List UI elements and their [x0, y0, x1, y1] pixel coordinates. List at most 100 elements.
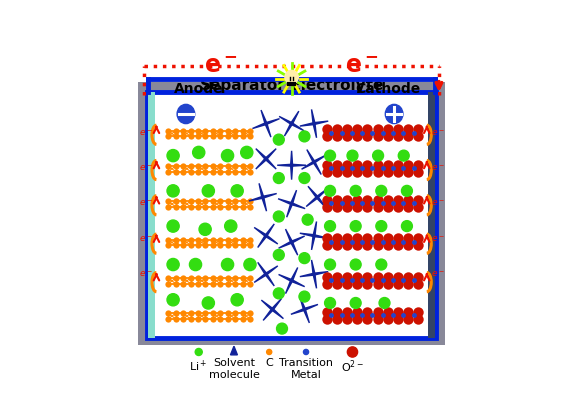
- Polygon shape: [284, 123, 292, 136]
- Circle shape: [347, 150, 358, 161]
- Circle shape: [273, 288, 284, 299]
- Text: $\bfе^-$: $\bfе^-$: [204, 54, 238, 78]
- Polygon shape: [308, 186, 318, 198]
- Polygon shape: [258, 235, 267, 248]
- Polygon shape: [313, 124, 316, 138]
- Text: $e^-$: $e^-$: [431, 234, 444, 244]
- Polygon shape: [299, 296, 306, 310]
- Polygon shape: [230, 346, 237, 355]
- Polygon shape: [291, 280, 304, 287]
- Circle shape: [202, 185, 215, 197]
- Polygon shape: [266, 235, 278, 244]
- Polygon shape: [307, 149, 315, 163]
- Polygon shape: [313, 161, 321, 175]
- Circle shape: [302, 214, 313, 225]
- Circle shape: [167, 185, 179, 197]
- Polygon shape: [313, 221, 316, 236]
- Text: Li$^+$: Li$^+$: [189, 359, 208, 374]
- Circle shape: [324, 220, 336, 232]
- Polygon shape: [261, 110, 267, 124]
- Circle shape: [347, 347, 357, 357]
- Circle shape: [167, 258, 179, 271]
- Circle shape: [398, 150, 409, 161]
- Circle shape: [167, 294, 179, 306]
- Polygon shape: [291, 309, 305, 314]
- Polygon shape: [316, 188, 328, 198]
- Polygon shape: [279, 241, 292, 248]
- Polygon shape: [291, 236, 304, 243]
- Polygon shape: [266, 266, 278, 275]
- Polygon shape: [300, 123, 314, 126]
- Polygon shape: [291, 190, 296, 204]
- Circle shape: [193, 146, 205, 158]
- Polygon shape: [253, 123, 266, 129]
- Polygon shape: [256, 158, 267, 169]
- Circle shape: [195, 349, 202, 356]
- Polygon shape: [261, 300, 273, 310]
- Polygon shape: [314, 121, 328, 124]
- Circle shape: [324, 259, 336, 270]
- Circle shape: [167, 220, 179, 232]
- Circle shape: [379, 297, 390, 308]
- Polygon shape: [265, 123, 271, 137]
- Circle shape: [189, 258, 201, 271]
- Text: $e^-$: $e^-$: [431, 269, 444, 279]
- Circle shape: [231, 185, 243, 197]
- Polygon shape: [259, 183, 263, 198]
- Polygon shape: [302, 161, 315, 169]
- Polygon shape: [291, 203, 305, 208]
- Text: Transition
Metal: Transition Metal: [279, 359, 333, 380]
- Ellipse shape: [385, 104, 403, 124]
- Polygon shape: [314, 272, 328, 275]
- Polygon shape: [265, 224, 274, 236]
- Polygon shape: [263, 309, 273, 320]
- Circle shape: [299, 291, 310, 302]
- Polygon shape: [279, 116, 292, 124]
- Circle shape: [221, 258, 234, 271]
- Polygon shape: [300, 273, 314, 277]
- Text: $e^-$: $e^-$: [139, 199, 152, 208]
- Circle shape: [299, 253, 310, 264]
- Polygon shape: [272, 309, 283, 319]
- Text: Cathode: Cathode: [355, 82, 420, 97]
- Polygon shape: [265, 158, 276, 169]
- Text: $e^-$: $e^-$: [431, 129, 444, 138]
- Circle shape: [351, 220, 361, 232]
- Text: $e^-$: $e^-$: [139, 163, 152, 173]
- Text: O$^{2-}$: O$^{2-}$: [341, 359, 364, 375]
- Bar: [147, 92, 436, 338]
- Polygon shape: [265, 274, 274, 286]
- Polygon shape: [313, 274, 316, 288]
- Circle shape: [167, 149, 179, 162]
- Polygon shape: [271, 298, 282, 310]
- Circle shape: [373, 150, 384, 161]
- Text: $\bfе^-$: $\bfе^-$: [345, 54, 379, 78]
- Polygon shape: [254, 273, 266, 282]
- Polygon shape: [300, 233, 314, 237]
- Circle shape: [303, 349, 308, 354]
- Polygon shape: [262, 197, 266, 211]
- Polygon shape: [256, 149, 267, 159]
- Polygon shape: [262, 193, 277, 198]
- Text: $e^-$: $e^-$: [139, 269, 152, 279]
- Circle shape: [299, 131, 310, 142]
- Polygon shape: [279, 275, 292, 281]
- Circle shape: [402, 186, 413, 196]
- Ellipse shape: [177, 104, 195, 124]
- Polygon shape: [291, 242, 298, 255]
- Circle shape: [267, 349, 272, 354]
- Polygon shape: [316, 197, 327, 208]
- Text: $e^-$: $e^-$: [139, 234, 152, 244]
- Circle shape: [199, 223, 211, 235]
- Polygon shape: [314, 235, 328, 238]
- Polygon shape: [312, 260, 315, 274]
- Circle shape: [376, 186, 387, 196]
- Polygon shape: [291, 151, 292, 165]
- Circle shape: [241, 146, 253, 158]
- Polygon shape: [291, 111, 299, 124]
- Bar: [428, 92, 435, 338]
- Polygon shape: [265, 149, 276, 159]
- Polygon shape: [303, 309, 310, 323]
- Circle shape: [324, 297, 336, 308]
- Circle shape: [244, 258, 256, 271]
